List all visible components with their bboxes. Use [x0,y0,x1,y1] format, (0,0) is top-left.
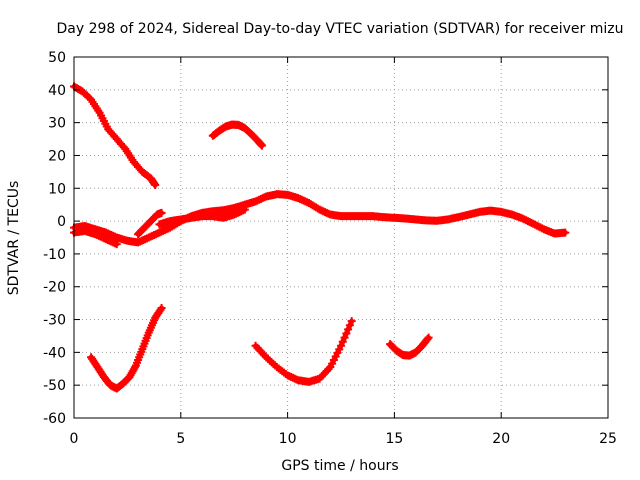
y-tick-label: -40 [43,345,66,361]
data-point [423,334,432,343]
series-arc-descending-top [70,82,160,189]
chart-title: Day 298 of 2024, Sidereal Day-to-day VTE… [57,21,624,37]
data-point [157,304,166,313]
y-tick-label: 50 [48,50,66,66]
series-arc-mid-5 [155,205,249,229]
y-axis-label: SDTVAR / TECUs [6,181,22,296]
data-point [342,329,351,338]
y-tick-label: 20 [48,148,66,164]
series-arc-valley-middle [251,317,356,386]
x-tick-label: 10 [279,431,297,447]
grid [74,57,608,418]
x-tick-label: 5 [176,431,185,447]
y-tick-label: 10 [48,181,66,197]
x-tick-label: 20 [492,431,510,447]
data-point [257,141,266,150]
series-arc-main-near-zero [70,190,570,247]
series-arc-valley-left [87,304,166,393]
series-arc-main-lower-band [70,226,121,249]
plot-frame [73,56,609,419]
y-tick-label: 0 [57,214,66,230]
axes: 0 5 10 15 20 25 -60 -50 -40 -30 -20 -10 0 10 20 30 40 50 [43,50,617,447]
x-tick-label: 15 [385,431,403,447]
x-axis-label: GPS time / hours [281,458,398,474]
data-point [340,333,349,342]
data-point [424,333,433,342]
series-arc-rise-4 [134,208,166,239]
y-tick-label: -60 [43,411,66,427]
data-point [151,180,160,189]
y-tick-label: 30 [48,116,66,132]
data-point [337,341,345,350]
data-point [345,321,354,330]
data-point [240,205,249,214]
y-tick-label: -50 [43,378,66,394]
data-point [156,305,165,314]
data-point [344,325,353,334]
y-tick-label: -20 [43,280,66,296]
data-layer [70,82,570,393]
y-tick-label: 40 [48,83,66,99]
series-arc-valley-right [386,333,433,360]
x-tick-label: 0 [70,431,79,447]
data-point [338,337,347,346]
y-tick-label: -10 [43,247,66,263]
data-point [157,208,166,217]
data-point [561,228,570,237]
data-point [347,317,356,326]
x-tick-label: 25 [599,431,617,447]
series-arc-hump-30 [208,120,266,150]
y-tick-label: -30 [43,313,66,329]
data-point [112,240,121,249]
